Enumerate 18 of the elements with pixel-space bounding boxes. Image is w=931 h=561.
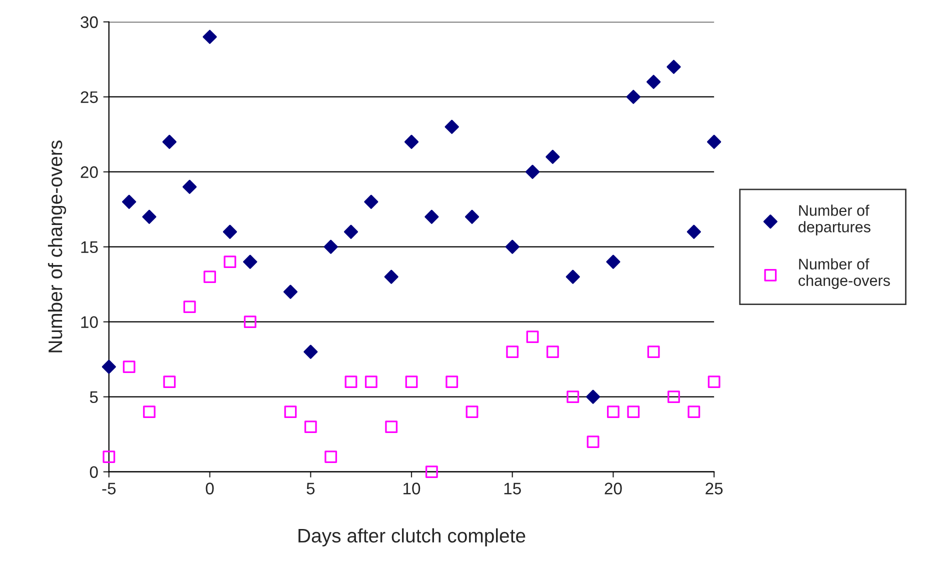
- x-tick-label: -5: [102, 482, 116, 494]
- x-tick-label: 10: [404, 482, 420, 494]
- x-tick-label: 20: [604, 482, 622, 494]
- y-tick-label: 20: [80, 166, 98, 178]
- x-tick-label: 15: [504, 482, 521, 494]
- y-tick-label: 30: [80, 16, 98, 28]
- x-tick-label: 5: [306, 482, 315, 494]
- y-tick-label: 15: [81, 241, 98, 254]
- legend-label: Number of change-overs: [798, 258, 890, 289]
- legend-label: Number of departures: [798, 204, 870, 236]
- x-tick-label: 0: [206, 482, 214, 494]
- y-tick-label: 10: [81, 316, 98, 328]
- x-tick-label: 25: [706, 482, 723, 494]
- y-tick-label: 5: [90, 391, 98, 404]
- x-axis-title: Days after clutch complete: [298, 528, 526, 546]
- y-axis-title: Number of change-overs: [48, 140, 66, 352]
- y-tick-label: 25: [80, 91, 98, 104]
- y-tick-label: 0: [90, 466, 98, 478]
